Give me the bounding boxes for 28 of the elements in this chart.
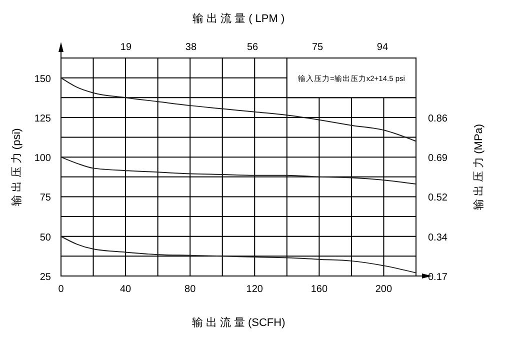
- y-axis-title: 输 出 压 力 (psi): [10, 128, 23, 206]
- x2-tick-label: 19: [120, 42, 132, 53]
- y-tick-label: 150: [34, 74, 52, 85]
- y-tick-label: 75: [40, 192, 52, 204]
- x-tick-label: 200: [375, 284, 393, 295]
- y2-tick-label: 0.69: [428, 153, 448, 164]
- x2-tick-label: 75: [312, 42, 324, 53]
- x-tick-label: 120: [246, 284, 264, 295]
- x2-tick-label: 38: [185, 42, 197, 53]
- line-series: [60, 236, 416, 274]
- y-tick-label: 25: [40, 272, 52, 283]
- y2-axis-title: 输 出 压 力 (MPa): [472, 124, 485, 210]
- x-tick-label: 80: [184, 284, 196, 295]
- x2-tick-label: 94: [376, 42, 388, 53]
- x-tick-label: 0: [58, 284, 64, 295]
- y2-tick-label: 0.52: [428, 192, 448, 204]
- y2-tick-label: 0.34: [428, 232, 448, 244]
- line-series: [60, 156, 416, 185]
- x-tick-label: 160: [310, 284, 328, 295]
- x2-axis-title: 输 出 流 量 ( LPM ): [192, 12, 285, 25]
- y-tick-label: 50: [40, 232, 52, 244]
- x-tick-label: 40: [120, 284, 132, 295]
- y2-tick-label: 0.86: [428, 113, 448, 124]
- x2-tick-label: 56: [246, 42, 259, 53]
- y-tick-label: 100: [34, 153, 52, 164]
- y-tick-label: 125: [34, 113, 52, 124]
- x-axis-title: 输 出 流 量 (SCFH): [192, 316, 286, 329]
- y2-tick-label: 0.17: [428, 272, 448, 283]
